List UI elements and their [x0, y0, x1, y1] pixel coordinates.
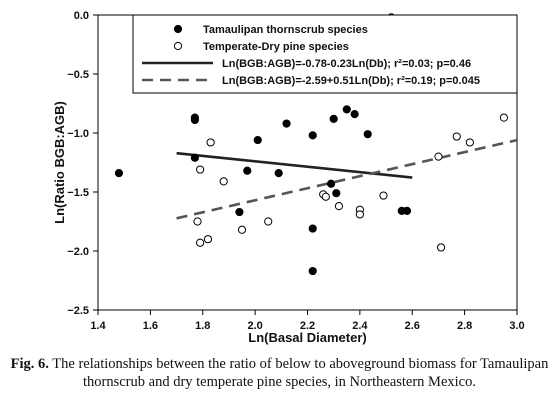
thornscrub-point [190, 153, 199, 162]
legend-label: Temperate-Dry pine species [203, 41, 349, 53]
pine-point [264, 217, 273, 226]
y-tick-label: −1.5 [67, 187, 89, 199]
y-tick-label: −0.5 [67, 69, 89, 81]
thornscrub-point [114, 169, 124, 178]
pine-point [355, 210, 364, 219]
pine-point [203, 235, 213, 244]
y-tick-label: 0.0 [74, 10, 89, 22]
thornscrub-point [235, 207, 244, 217]
thornscrub-point [332, 189, 341, 198]
x-tick-label: 2.0 [247, 320, 262, 332]
pine-point [193, 217, 202, 226]
legend-label: Ln(BGB:AGB)=-0.78-0.23Ln(Db); r²=0.03; p… [222, 58, 471, 70]
pine-point [196, 238, 205, 247]
x-tick-label: 2.4 [352, 320, 368, 332]
thornscrub-point [282, 119, 291, 128]
legend: Tamaulipan thornscrub species Temperate-D… [132, 14, 518, 94]
pine-point [237, 225, 247, 234]
thornscrub-point [342, 105, 351, 114]
axes: 1.4 1.6 1.8 2.0 2.2 2.4 2.6 2.8 3.0 0.0 −0.5 −1.0 −1… [52, 10, 525, 345]
fit-line-2 [176, 138, 518, 220]
thornscrub-point [308, 266, 317, 276]
x-tick-label: 1.8 [195, 320, 210, 332]
pine-point [334, 202, 344, 211]
legend-label: Tamaulipan thornscrub species [203, 24, 368, 36]
x-tick-label: 2.2 [300, 320, 315, 332]
thornscrub-point [363, 130, 372, 139]
thornscrub-point [190, 115, 199, 125]
pine-point [434, 152, 443, 161]
y-axis-title: Ln(Ratio BGB:AGB) [52, 101, 67, 224]
thornscrub-point [329, 114, 338, 123]
thornscrub-point [308, 131, 317, 140]
fit-lines [176, 138, 518, 220]
pine-point [499, 113, 509, 122]
y-tick-label: −2.5 [67, 305, 89, 317]
x-axis-title: Ln(Basal Diameter) [248, 330, 366, 345]
pine-point [452, 132, 461, 141]
pine-point [196, 165, 205, 174]
y-tick-label: −2.0 [67, 246, 89, 258]
pine-point [219, 177, 228, 186]
thornscrub-point [243, 166, 252, 175]
figure-caption: Fig. 6. The relationships between the ra… [0, 355, 559, 391]
thornscrub-point [350, 110, 359, 119]
x-tick-label: 2.8 [457, 320, 472, 332]
x-tick-label: 3.0 [509, 320, 524, 332]
thornscrub-point [253, 135, 262, 145]
pine-point [206, 138, 215, 147]
x-tick-label: 1.6 [143, 320, 158, 332]
thornscrub-point [274, 169, 283, 178]
x-tick-label: 1.4 [90, 320, 106, 332]
caption-text: The relationships between the ratio of b… [52, 356, 549, 390]
thornscrub-point [326, 179, 336, 188]
x-tick-label: 2.6 [405, 320, 420, 332]
caption-label: Fig. 6. [10, 356, 49, 372]
thornscrub-point [402, 206, 412, 215]
y-tick-label: −1.0 [67, 128, 89, 140]
legend-marker-pine [173, 41, 183, 51]
scatter-chart: 1.4 1.6 1.8 2.0 2.2 2.4 2.6 2.8 3.0 0.0 −0.5 −1.0 −1… [52, 10, 525, 345]
fit-line-1 [176, 151, 413, 179]
pine-point [465, 138, 474, 147]
legend-label: Ln(BGB:AGB)=-2.59+0.51Ln(Db); r²=0.19; p… [222, 75, 480, 87]
pine-point [436, 243, 446, 252]
legend-marker-thornscrub [173, 24, 183, 34]
pine-point [321, 192, 330, 201]
pine-point [379, 191, 388, 200]
thornscrub-point [308, 224, 317, 233]
